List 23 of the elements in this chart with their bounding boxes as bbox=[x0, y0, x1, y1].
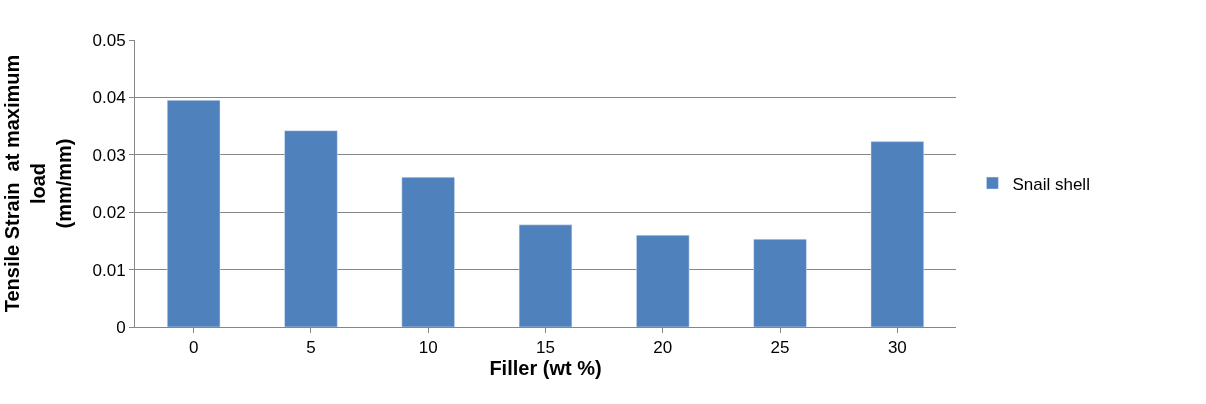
y-tick-label: 0.04 bbox=[92, 88, 126, 108]
x-tick-label: 10 bbox=[418, 338, 438, 358]
x-axis-title: Filler (wt %) bbox=[489, 357, 602, 380]
bar bbox=[401, 176, 455, 327]
x-tick-label: 15 bbox=[536, 338, 555, 358]
x-tick-label: 30 bbox=[887, 338, 907, 358]
bar bbox=[870, 141, 924, 327]
bar bbox=[284, 130, 338, 327]
y-tick-label: 0.01 bbox=[92, 260, 126, 280]
bar bbox=[167, 100, 221, 327]
bar bbox=[753, 238, 807, 327]
x-tick-label: 25 bbox=[770, 338, 790, 358]
y-tick-label: 0 bbox=[116, 317, 126, 337]
y-tick-label: 0.05 bbox=[92, 30, 126, 50]
legend-label: Snail shell bbox=[1012, 174, 1090, 194]
y-tick-label: 0.03 bbox=[92, 145, 126, 165]
x-tick-label: 5 bbox=[306, 338, 316, 358]
y-axis-title: Tensile Strain at maximum load (mm/mm) bbox=[1, 54, 76, 313]
x-tick-label: 0 bbox=[188, 338, 199, 358]
bar bbox=[636, 234, 690, 327]
y-tick-label: 0.02 bbox=[92, 203, 126, 223]
bar bbox=[518, 224, 573, 327]
x-tick-label: 20 bbox=[653, 338, 673, 358]
